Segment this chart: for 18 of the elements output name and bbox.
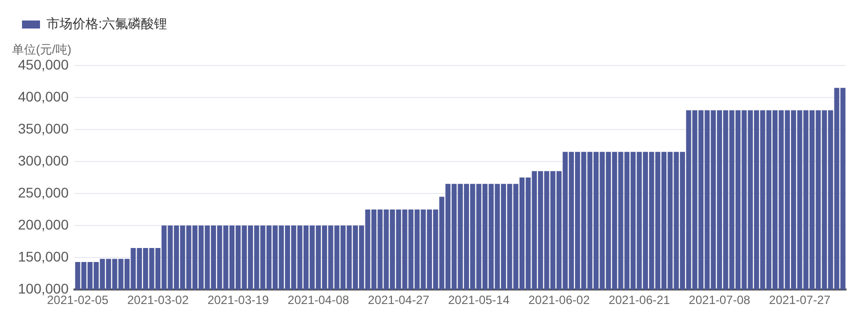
- x-tick-label: 2021-04-27: [368, 293, 430, 308]
- legend-label: 市场价格:六氟磷酸锂: [46, 16, 168, 32]
- x-tick-label: 2021-03-19: [207, 293, 270, 308]
- y-tick-label: 250,000: [18, 184, 69, 200]
- x-tick-label: 2021-03-02: [127, 293, 189, 308]
- x-tick-label: 2021-05-14: [448, 293, 510, 308]
- y-tick-label: 350,000: [18, 120, 69, 136]
- y-tick-label: 450,000: [18, 56, 69, 72]
- x-tick-label: 2021-07-27: [769, 293, 831, 308]
- y-tick-label: 150,000: [18, 248, 69, 264]
- y-tick-label: 200,000: [18, 216, 69, 232]
- y-tick-label: 300,000: [18, 152, 69, 168]
- x-tick-label: 2021-07-08: [688, 293, 751, 308]
- y-tick-label: 400,000: [18, 88, 69, 104]
- x-tick-label: 2021-06-21: [608, 293, 670, 308]
- x-tick-label: 2021-04-08: [288, 293, 350, 308]
- y-axis-title: 单位(元/吨): [12, 42, 72, 57]
- x-tick-label: 2021-06-02: [528, 293, 590, 308]
